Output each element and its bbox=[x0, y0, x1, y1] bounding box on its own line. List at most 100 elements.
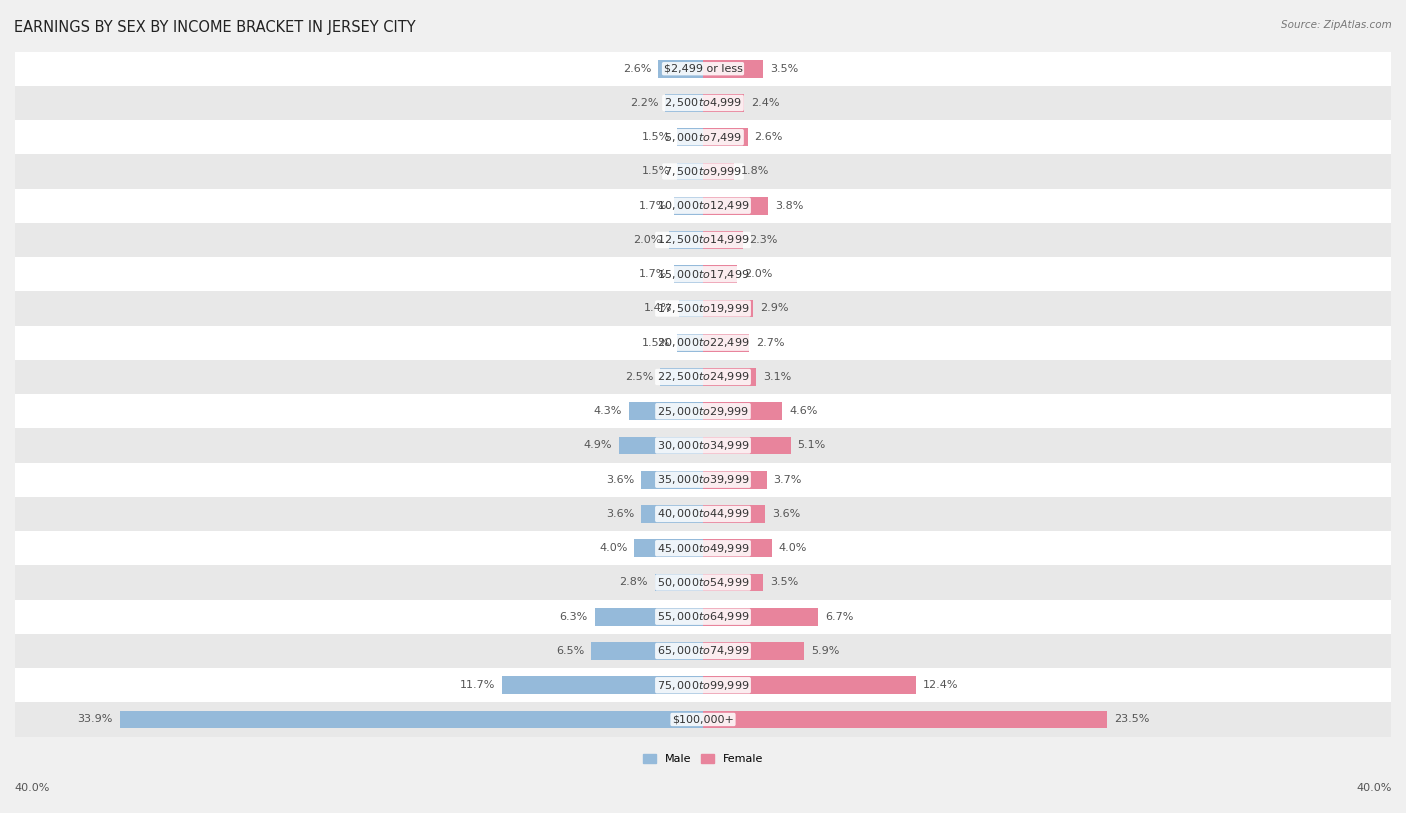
Bar bbox=[703, 334, 749, 352]
Text: 2.7%: 2.7% bbox=[756, 337, 785, 348]
Text: 3.6%: 3.6% bbox=[772, 509, 800, 519]
Bar bbox=[703, 368, 756, 386]
Text: 1.7%: 1.7% bbox=[638, 269, 666, 279]
Bar bbox=[628, 402, 703, 420]
Bar bbox=[703, 608, 818, 626]
Bar bbox=[15, 565, 1391, 600]
Text: 1.5%: 1.5% bbox=[643, 167, 671, 176]
Text: 6.3%: 6.3% bbox=[560, 611, 588, 622]
Bar bbox=[15, 634, 1391, 668]
Bar bbox=[655, 573, 703, 591]
Bar bbox=[703, 402, 782, 420]
Bar bbox=[658, 60, 703, 77]
Text: 2.2%: 2.2% bbox=[630, 98, 658, 108]
Bar bbox=[15, 154, 1391, 189]
Text: 3.7%: 3.7% bbox=[773, 475, 801, 485]
Bar bbox=[673, 265, 703, 283]
Text: Source: ZipAtlas.com: Source: ZipAtlas.com bbox=[1281, 20, 1392, 30]
Bar bbox=[665, 94, 703, 112]
Bar bbox=[703, 676, 917, 694]
Text: $30,000 to $34,999: $30,000 to $34,999 bbox=[657, 439, 749, 452]
Bar bbox=[591, 642, 703, 660]
Bar bbox=[634, 539, 703, 557]
Bar bbox=[678, 163, 703, 180]
Bar bbox=[15, 531, 1391, 565]
Bar bbox=[15, 120, 1391, 154]
Text: $2,499 or less: $2,499 or less bbox=[664, 63, 742, 74]
Text: $20,000 to $22,499: $20,000 to $22,499 bbox=[657, 337, 749, 350]
Text: 2.3%: 2.3% bbox=[749, 235, 778, 245]
Text: $5,000 to $7,499: $5,000 to $7,499 bbox=[664, 131, 742, 144]
Text: 6.5%: 6.5% bbox=[555, 646, 585, 656]
Text: 5.1%: 5.1% bbox=[797, 441, 825, 450]
Text: $75,000 to $99,999: $75,000 to $99,999 bbox=[657, 679, 749, 692]
Bar bbox=[703, 505, 765, 523]
Text: 1.7%: 1.7% bbox=[638, 201, 666, 211]
Text: 3.5%: 3.5% bbox=[770, 63, 799, 74]
Bar bbox=[703, 231, 742, 249]
Text: 1.5%: 1.5% bbox=[643, 133, 671, 142]
Text: 5.9%: 5.9% bbox=[811, 646, 839, 656]
Bar bbox=[678, 334, 703, 352]
Bar bbox=[120, 711, 703, 728]
Bar bbox=[619, 437, 703, 454]
Text: 2.6%: 2.6% bbox=[623, 63, 651, 74]
Text: $15,000 to $17,499: $15,000 to $17,499 bbox=[657, 267, 749, 280]
Text: $100,000+: $100,000+ bbox=[672, 715, 734, 724]
Text: 4.3%: 4.3% bbox=[593, 406, 623, 416]
Text: 1.4%: 1.4% bbox=[644, 303, 672, 314]
Bar bbox=[15, 702, 1391, 737]
Text: $7,500 to $9,999: $7,500 to $9,999 bbox=[664, 165, 742, 178]
Text: 33.9%: 33.9% bbox=[77, 715, 112, 724]
Text: 2.8%: 2.8% bbox=[620, 577, 648, 588]
Text: 3.6%: 3.6% bbox=[606, 475, 634, 485]
Bar bbox=[703, 711, 1107, 728]
Text: $55,000 to $64,999: $55,000 to $64,999 bbox=[657, 611, 749, 624]
Text: 4.0%: 4.0% bbox=[779, 543, 807, 553]
Bar bbox=[15, 497, 1391, 531]
Bar bbox=[703, 539, 772, 557]
Bar bbox=[15, 668, 1391, 702]
Text: 4.9%: 4.9% bbox=[583, 441, 612, 450]
Text: $12,500 to $14,999: $12,500 to $14,999 bbox=[657, 233, 749, 246]
Bar bbox=[703, 60, 763, 77]
Bar bbox=[15, 86, 1391, 120]
Bar bbox=[659, 368, 703, 386]
Bar bbox=[703, 573, 763, 591]
Bar bbox=[703, 299, 752, 317]
Text: $45,000 to $49,999: $45,000 to $49,999 bbox=[657, 541, 749, 554]
Text: 2.4%: 2.4% bbox=[751, 98, 780, 108]
Bar bbox=[678, 128, 703, 146]
Bar bbox=[15, 51, 1391, 86]
Text: 3.8%: 3.8% bbox=[775, 201, 804, 211]
Text: 23.5%: 23.5% bbox=[1114, 715, 1150, 724]
Text: EARNINGS BY SEX BY INCOME BRACKET IN JERSEY CITY: EARNINGS BY SEX BY INCOME BRACKET IN JER… bbox=[14, 20, 416, 35]
Bar bbox=[703, 265, 737, 283]
Bar bbox=[15, 325, 1391, 360]
Text: 6.7%: 6.7% bbox=[825, 611, 853, 622]
Bar bbox=[669, 231, 703, 249]
Bar bbox=[703, 128, 748, 146]
Bar bbox=[502, 676, 703, 694]
Bar bbox=[703, 642, 804, 660]
Bar bbox=[15, 428, 1391, 463]
Text: 12.4%: 12.4% bbox=[924, 680, 959, 690]
Bar bbox=[703, 437, 790, 454]
Bar bbox=[15, 463, 1391, 497]
Text: 40.0%: 40.0% bbox=[14, 783, 49, 793]
Text: 4.0%: 4.0% bbox=[599, 543, 627, 553]
Bar bbox=[15, 394, 1391, 428]
Bar bbox=[15, 600, 1391, 634]
Text: 1.8%: 1.8% bbox=[741, 167, 769, 176]
Text: 40.0%: 40.0% bbox=[1357, 783, 1392, 793]
Bar bbox=[595, 608, 703, 626]
Bar bbox=[641, 505, 703, 523]
Bar bbox=[673, 197, 703, 215]
Text: 3.6%: 3.6% bbox=[606, 509, 634, 519]
Text: 4.6%: 4.6% bbox=[789, 406, 817, 416]
Text: 3.1%: 3.1% bbox=[763, 372, 792, 382]
Bar bbox=[703, 163, 734, 180]
Text: $22,500 to $24,999: $22,500 to $24,999 bbox=[657, 371, 749, 384]
Text: 11.7%: 11.7% bbox=[460, 680, 495, 690]
Bar bbox=[703, 197, 768, 215]
